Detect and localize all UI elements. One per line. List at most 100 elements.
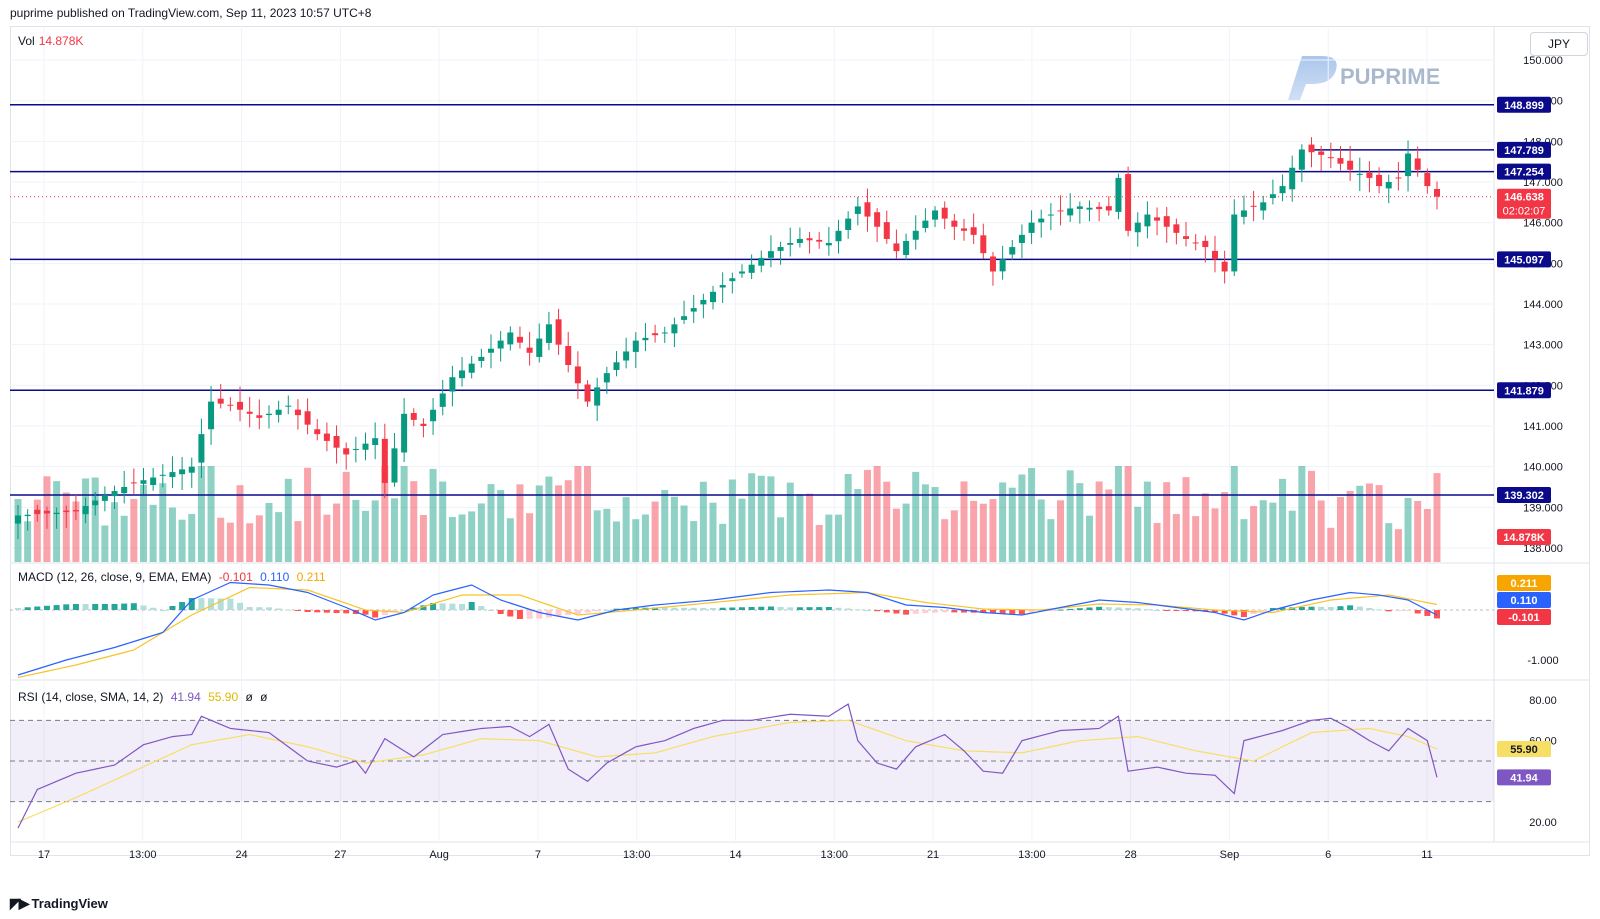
level-price-tag: 139.302 <box>1504 490 1544 502</box>
macd-histogram-bar <box>1414 610 1421 614</box>
rsi-value-tag-bg <box>1497 769 1551 786</box>
macd-histogram-bar <box>246 607 253 610</box>
volume-bars <box>14 466 1441 562</box>
candle-body <box>516 336 523 343</box>
volume-bar <box>477 503 485 562</box>
volume-bar <box>1250 506 1258 562</box>
time-tick-label: 13:00 <box>129 849 157 861</box>
volume-bar <box>352 499 360 562</box>
macd-histogram-bar <box>874 610 881 612</box>
macd-histogram-bar <box>613 608 620 610</box>
price-tags: 148.899 147.789 147.254 145.097 141.879 139.3… <box>1497 96 1551 786</box>
candle-body <box>256 415 263 418</box>
price-tick-label: 143.000 <box>1523 340 1563 352</box>
macd-legend-hist: 0.211 <box>296 570 326 584</box>
macd-histogram-bar <box>63 604 70 610</box>
candle-body <box>603 373 610 383</box>
candle-body <box>912 230 919 240</box>
macd-histogram-bar <box>130 603 137 610</box>
macd-histogram-bar <box>961 610 967 613</box>
candle-body <box>130 482 137 484</box>
volume-bar <box>1047 519 1055 562</box>
candle-body <box>690 308 697 312</box>
time-tick-label: 11 <box>1421 849 1432 861</box>
tradingview-footer[interactable]: ◤▶ TradingView <box>10 895 108 912</box>
macd-histogram-bar <box>1086 607 1093 610</box>
macd-histogram-bar <box>545 610 552 618</box>
volume-bar <box>1423 508 1431 562</box>
candle-body <box>1376 174 1383 187</box>
macd-histogram-bar <box>449 603 456 610</box>
macd-legend[interactable]: MACD (12, 26, close, 9, EMA, EMA) -0.101… <box>18 570 326 584</box>
macd-histogram-bar <box>989 610 996 614</box>
candle-body <box>941 207 948 219</box>
macd-histogram-bar <box>883 610 890 613</box>
candle-body <box>893 243 900 252</box>
volume-bar <box>825 514 833 562</box>
volume-bar <box>304 467 312 562</box>
candle-body <box>584 384 591 402</box>
level-price-tag: 145.097 <box>1504 254 1544 266</box>
macd-histogram-bar <box>1192 610 1199 612</box>
macd-histogram-bar <box>632 608 639 610</box>
macd-histogram-bar <box>497 610 504 614</box>
volume-bar <box>342 471 350 562</box>
volume-bar <box>883 481 891 562</box>
volume-legend[interactable]: Vol 14.878K <box>18 34 83 48</box>
volume-bar <box>24 521 32 562</box>
currency-button[interactable]: JPY <box>1530 32 1588 56</box>
volume-bar <box>661 490 669 562</box>
candle-body <box>15 515 21 524</box>
candle-body <box>652 333 659 336</box>
candle-body <box>459 370 466 379</box>
candle-body <box>545 324 552 343</box>
time-axis[interactable]: 17 13:00 24 27 Aug 7 13:00 14 13:00 21 13:00 28 Sep 6… <box>38 849 1433 861</box>
candle-body <box>1067 208 1074 216</box>
volume-bar <box>120 515 128 562</box>
macd-histogram-bar <box>845 608 852 610</box>
candle-body <box>265 413 272 415</box>
candle-body <box>1086 207 1093 210</box>
volume-bar <box>1037 499 1045 562</box>
candle-body <box>198 434 205 463</box>
watermark-brand-text: PUPRIME <box>1340 64 1440 89</box>
macd-histogram-bar <box>999 610 1006 614</box>
volume-bar <box>979 503 987 562</box>
volume-bar <box>178 519 186 562</box>
candle-body <box>1405 153 1412 177</box>
volume-bar <box>188 514 196 562</box>
candle-body <box>951 220 958 227</box>
volume-bar <box>381 466 389 562</box>
volume-bar <box>111 502 119 562</box>
volume-bar <box>1240 519 1248 562</box>
volume-bar <box>535 485 543 562</box>
volume-bar <box>1404 497 1412 562</box>
volume-bar <box>101 525 109 562</box>
volume-bar <box>1085 515 1093 562</box>
macd-histogram-bar <box>150 607 157 610</box>
candle-body <box>748 264 755 273</box>
volume-bar <box>873 466 881 562</box>
candle-body <box>352 449 359 451</box>
candle-body <box>179 469 186 475</box>
candle-body <box>1009 247 1016 255</box>
candle-body <box>1318 151 1325 155</box>
macd-histogram-bar <box>265 607 272 610</box>
candle-body <box>1260 202 1267 211</box>
candle-body <box>285 405 292 407</box>
macd-histogram-bar <box>806 607 813 610</box>
price-tick-label: 140.000 <box>1523 462 1563 474</box>
volume-bar <box>777 517 785 562</box>
candle-body <box>1385 182 1392 189</box>
candle-body <box>555 319 562 345</box>
footer-brand: TradingView <box>31 896 108 911</box>
macd-histogram-bar <box>1067 608 1074 610</box>
rsi-tick-label: 20.00 <box>1529 817 1557 829</box>
macd-histogram-bar <box>1096 606 1103 610</box>
candle-body <box>1366 172 1373 178</box>
macd-histogram-bar <box>1183 610 1190 611</box>
candle-body <box>1018 234 1025 243</box>
macd-histogram-bar <box>333 610 340 613</box>
rsi-legend[interactable]: RSI (14, close, SMA, 14, 2) 41.94 55.90 … <box>18 690 268 704</box>
